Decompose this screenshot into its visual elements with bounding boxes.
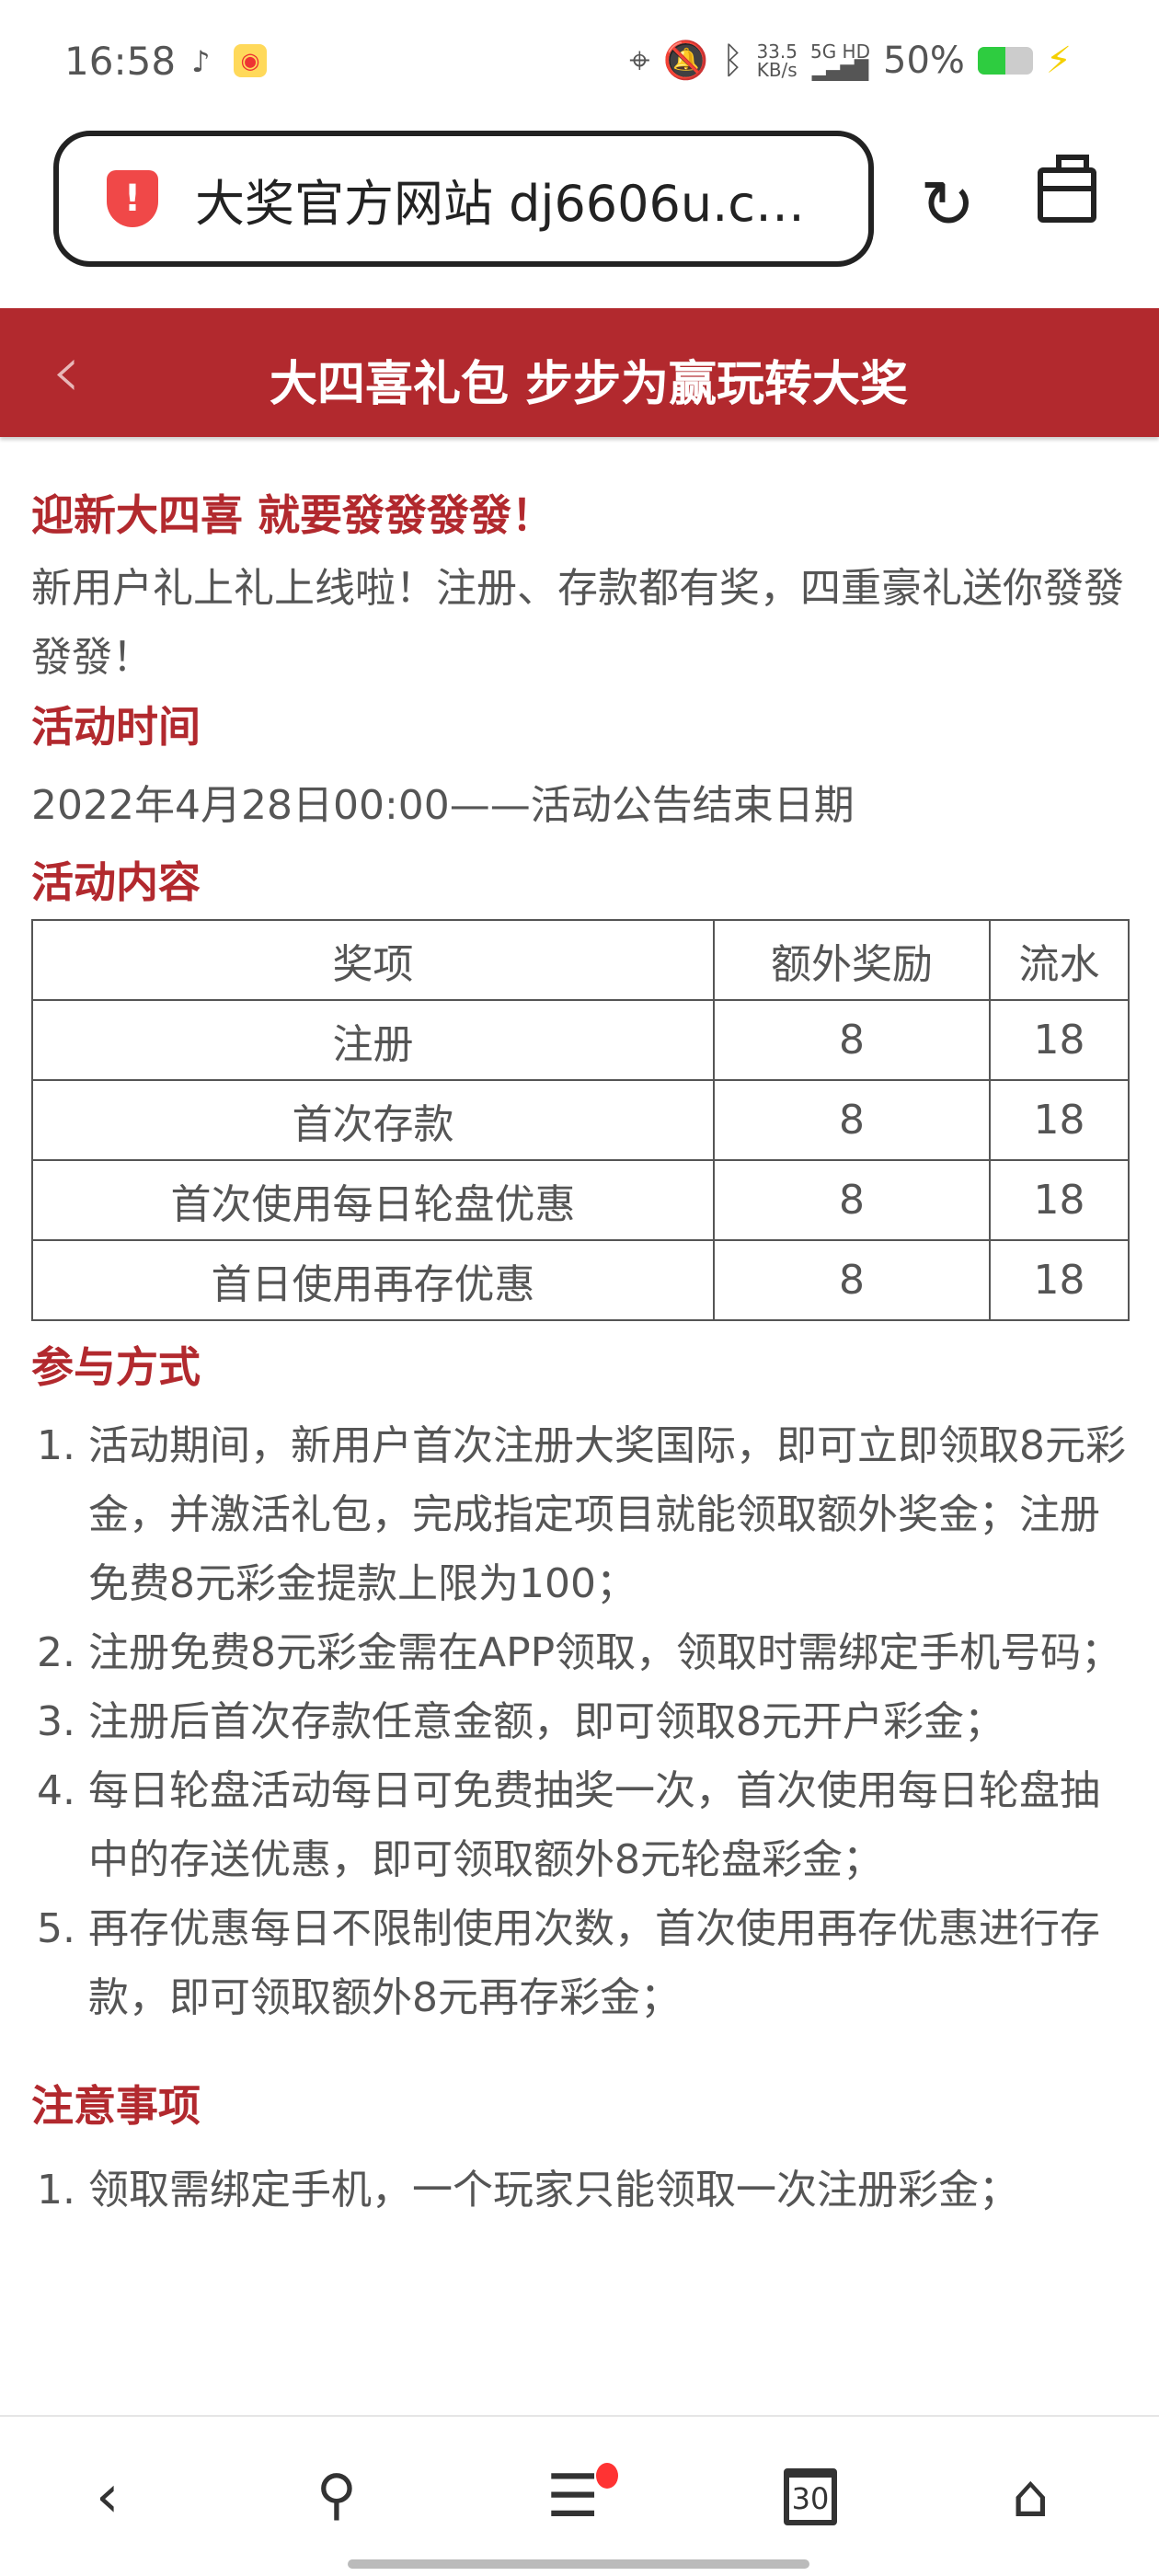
table-row: 首次使用每日轮盘优惠 8 18 (31, 1159, 1130, 1241)
list-item: 再存优惠每日不限制使用次数，首次使用再存优惠进行存款，即可领取额外8元再存彩金； (88, 1894, 1131, 2032)
tabs-button[interactable]: 30 (784, 2468, 837, 2525)
tiktok-icon: ♪ (191, 44, 211, 79)
battery-icon (977, 46, 1033, 75)
list-item: 每日轮盘活动每日可免费抽奖一次，首次使用每日轮盘抽中的存送优惠，即可领取额外8元… (88, 1756, 1131, 1894)
page-title: 大四喜礼包 步步为赢玩转大奖 (269, 357, 909, 412)
cell: 8 (713, 1239, 991, 1321)
toolbox-icon[interactable] (1038, 155, 1096, 223)
notification-dot (596, 2463, 618, 2489)
back-button[interactable]: ‹ (52, 328, 81, 414)
home-indicator[interactable] (348, 2559, 809, 2569)
cell: 首次存款 (31, 1079, 715, 1161)
mute-icon: 🔕 (662, 40, 709, 82)
cell: 18 (989, 1239, 1130, 1321)
search-icon[interactable]: ⚲ (316, 2463, 357, 2527)
table-row: 注册 8 18 (31, 999, 1130, 1081)
list-item: 注册后首次存款任意金额，即可领取8元开户彩金； (88, 1687, 1131, 1756)
security-warning-icon[interactable]: ! (107, 170, 158, 227)
status-bar: 16:58 ♪ ◉ ⌖ 🔕 ᛒ 33.5 KB/s 5G HD ▂▄▆█ 50% ⚡ (0, 0, 1159, 120)
menu-icon[interactable]: ☰ (546, 2463, 600, 2531)
column-header: 额外奖励 (713, 919, 991, 1001)
notes-list: 领取需绑定手机，一个玩家只能领取一次注册彩金； (31, 2156, 1131, 2225)
url-text[interactable]: 大奖官方网站 dj6606u.c… (195, 174, 805, 233)
column-header: 流水 (989, 919, 1130, 1001)
time-heading: 活动时间 (31, 702, 201, 752)
participate-heading: 参与方式 (31, 1342, 201, 1392)
participate-list: 活动期间，新用户首次注册大奖国际，即可立即领取8元彩金，并激活礼包，完成指定项目… (31, 1411, 1131, 2032)
cell: 8 (713, 999, 991, 1081)
location-icon: ⌖ (629, 39, 650, 82)
home-icon[interactable]: ⌂ (1012, 2463, 1050, 2531)
cell: 注册 (31, 999, 715, 1081)
cell: 8 (713, 1079, 991, 1161)
weibo-icon: ◉ (234, 44, 267, 77)
cell: 18 (989, 999, 1130, 1081)
back-icon[interactable]: ‹ (96, 2463, 120, 2531)
table-header-row: 奖项 额外奖励 流水 (31, 919, 1130, 1001)
content-heading: 活动内容 (31, 857, 201, 907)
reward-table: 奖项 额外奖励 流水 注册 8 18 首次存款 8 18 首次使用每日轮盘优惠 8 18 首… (31, 919, 1130, 1321)
cell: 8 (713, 1159, 991, 1241)
reload-icon[interactable]: ↻ (920, 166, 976, 243)
bottom-nav: ‹ ⚲ ☰ 30 ⌂ (0, 2415, 1159, 2576)
column-header: 奖项 (31, 919, 715, 1001)
table-row: 首日使用再存优惠 8 18 (31, 1239, 1130, 1321)
intro-text: 新用户礼上礼上线啦！注册、存款都有奖，四重豪礼送你發發發發！ (31, 565, 1124, 681)
article: 迎新大四喜 就要發發發發！ 新用户礼上礼上线啦！注册、存款都有奖，四重豪礼送你發… (31, 488, 1131, 2225)
table-row: 首次存款 8 18 (31, 1079, 1130, 1161)
cell: 首日使用再存优惠 (31, 1239, 715, 1321)
page-header: ‹ 大四喜礼包 步步为赢玩转大奖 (0, 308, 1159, 437)
address-bar[interactable]: ! 大奖官方网站 dj6606u.c… (53, 131, 874, 267)
cell: 18 (989, 1159, 1130, 1241)
charging-icon: ⚡ (1045, 39, 1072, 82)
cell: 18 (989, 1079, 1130, 1161)
clock: 16:58 (64, 39, 177, 84)
list-item: 注册免费8元彩金需在APP领取，领取时需绑定手机号码； (88, 1618, 1131, 1687)
intro-heading: 迎新大四喜 就要發發發發！ (31, 490, 555, 540)
network-speed: 33.5 KB/s (756, 40, 798, 81)
list-item: 活动期间，新用户首次注册大奖国际，即可立即领取8元彩金，并激活礼包，完成指定项目… (88, 1411, 1131, 1618)
time-text: 2022年4月28日00:00——活动公告结束日期 (31, 782, 855, 829)
bluetooth-icon: ᛒ (721, 39, 744, 82)
scroll-fade (0, 2383, 1159, 2415)
battery-percent: 50% (883, 39, 965, 82)
cell: 首次使用每日轮盘优惠 (31, 1159, 715, 1241)
notes-heading: 注意事项 (31, 2081, 201, 2131)
list-item: 领取需绑定手机，一个玩家只能领取一次注册彩金； (88, 2156, 1131, 2225)
signal-icon: 5G HD ▂▄▆█ (809, 40, 870, 81)
